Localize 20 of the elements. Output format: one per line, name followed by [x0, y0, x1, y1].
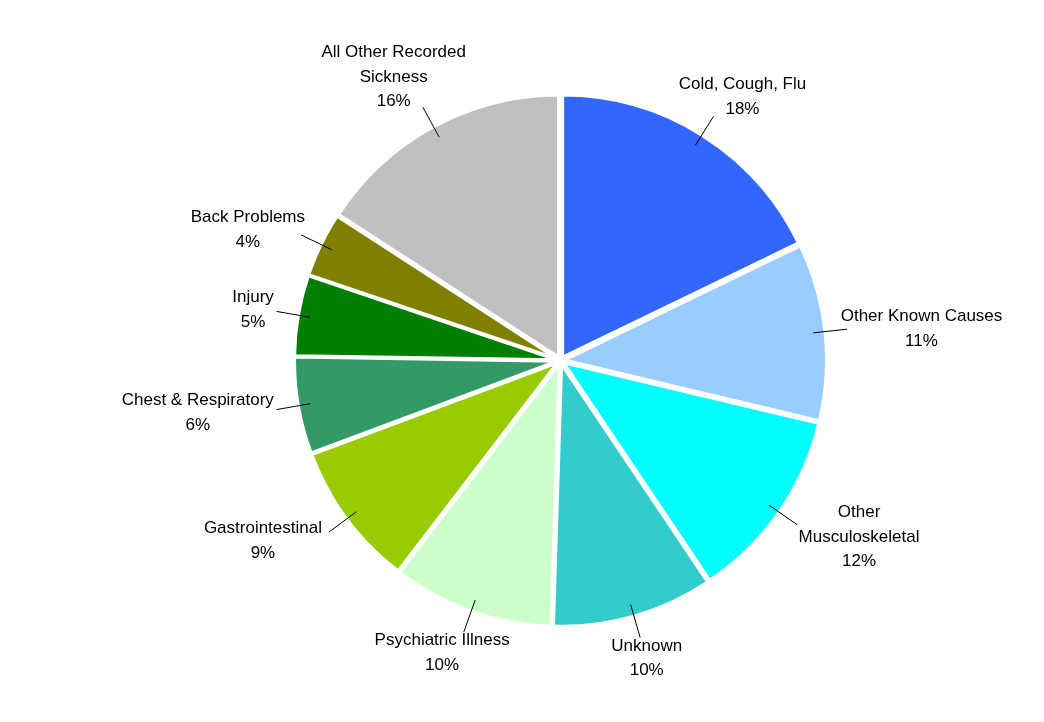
- slice-label: Other Musculoskeletal: [798, 501, 920, 546]
- slice-label: Psychiatric Illness: [374, 630, 510, 650]
- data-label: 9%: [250, 542, 276, 562]
- slice-label: All Other Recorded Sickness: [321, 41, 466, 86]
- data-label: 10%: [629, 660, 664, 680]
- data-label: 12%: [842, 551, 877, 571]
- slice-label: Cold, Cough, Flu: [678, 74, 807, 94]
- slice-label: Chest & Respiratory: [121, 389, 275, 409]
- data-label: 4%: [235, 231, 261, 251]
- data-label: 10%: [425, 654, 460, 674]
- slice-label: Injury: [232, 287, 275, 307]
- slice-label: Unknown: [611, 635, 683, 655]
- slice-label: Back Problems: [190, 207, 306, 227]
- slice-label: Gastrointestinal: [203, 518, 322, 538]
- data-label: 11%: [905, 330, 938, 350]
- data-label: 18%: [725, 99, 760, 119]
- data-label: 6%: [185, 414, 211, 434]
- slice-label: Other Known Causes: [840, 305, 1003, 325]
- data-label: 5%: [240, 312, 266, 332]
- data-label: 16%: [376, 91, 411, 111]
